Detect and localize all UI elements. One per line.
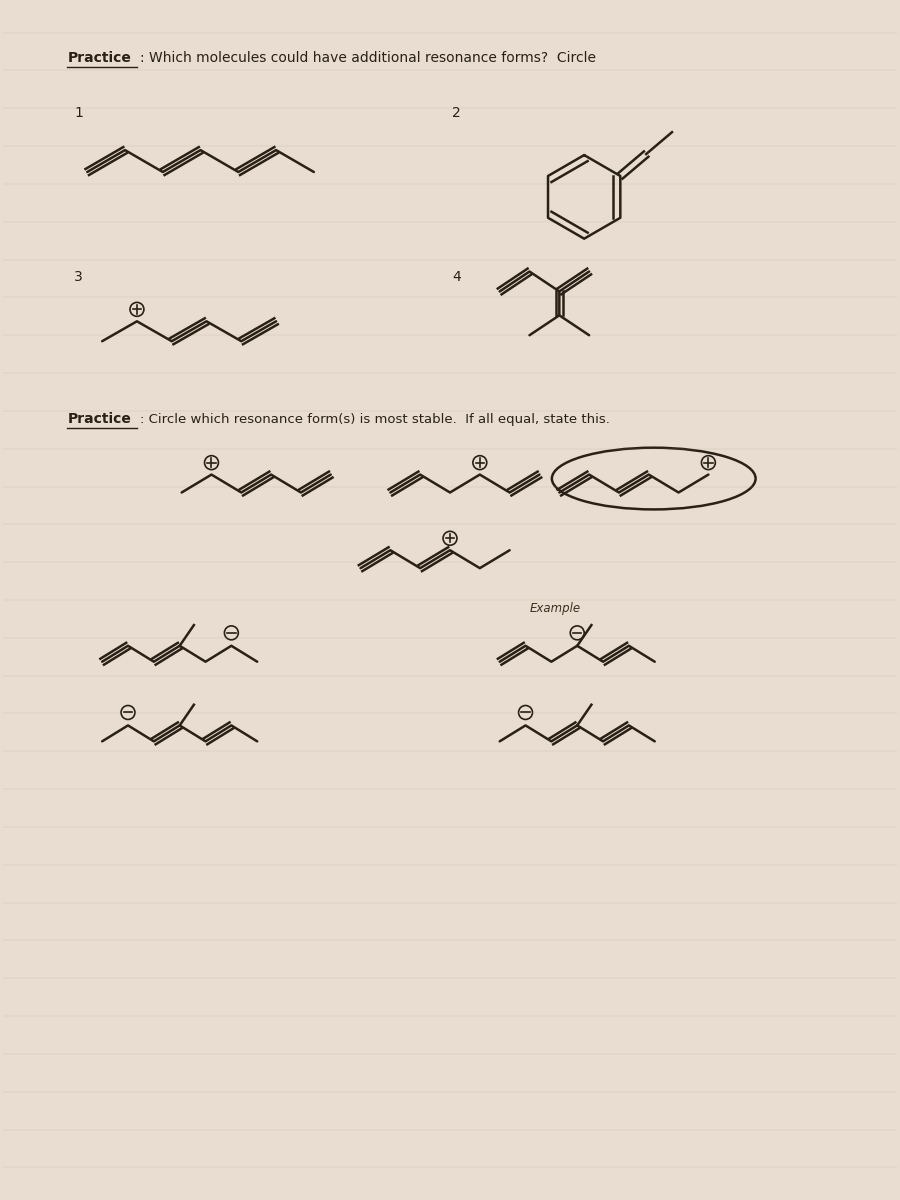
Text: 4: 4: [452, 270, 461, 284]
Text: 1: 1: [75, 107, 83, 120]
Text: Practice: Practice: [68, 412, 131, 426]
Text: : Which molecules could have additional resonance forms?  Circle: : Which molecules could have additional …: [140, 52, 596, 66]
Text: Example: Example: [529, 602, 580, 614]
Text: 2: 2: [452, 107, 461, 120]
Text: Practice: Practice: [68, 52, 131, 66]
Text: 3: 3: [75, 270, 83, 284]
Text: : Circle which resonance form(s) is most stable.  If all equal, state this.: : Circle which resonance form(s) is most…: [140, 413, 610, 426]
